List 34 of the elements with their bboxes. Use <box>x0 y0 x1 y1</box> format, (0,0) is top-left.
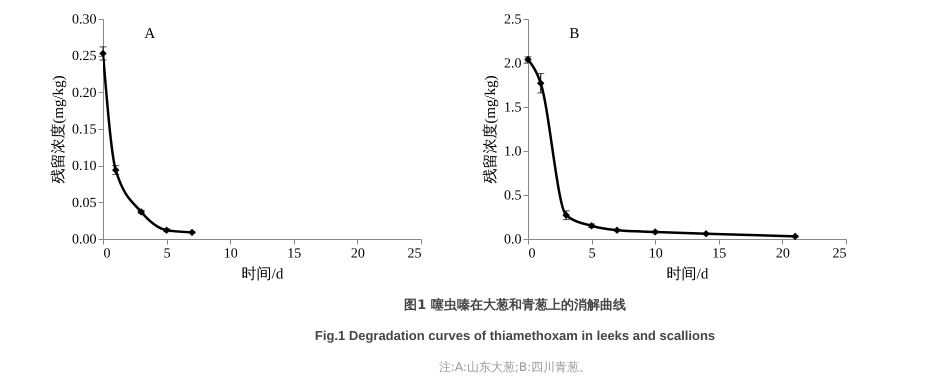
y-tick-label: 2.5 <box>504 12 522 28</box>
x-tick-label: 25 <box>832 246 846 262</box>
y-tick-label: 0.05 <box>72 196 96 211</box>
y-tick-label: 0.5 <box>504 188 522 204</box>
x-tick-label: 5 <box>164 246 171 262</box>
y-tick-label: 0.10 <box>72 159 96 174</box>
x-tick-label: 15 <box>712 246 726 262</box>
y-tick-label: 0.0 <box>504 232 522 248</box>
annotation: B <box>569 26 580 42</box>
x-tick-label: 25 <box>408 246 422 262</box>
x-tick-label: 0 <box>104 246 110 262</box>
x-tick-label: 20 <box>350 246 365 262</box>
y-tick-label: 2.0 <box>504 56 522 72</box>
x-tick-label: 10 <box>648 246 663 262</box>
y-tick-label: 0.30 <box>72 12 96 28</box>
x-tick-label: 20 <box>776 246 790 262</box>
y-tick-label: 0.25 <box>72 49 96 64</box>
x-tick-label: 15 <box>287 246 302 262</box>
text: 注:A:山东大葱;B:四川青葱。 <box>438 360 592 374</box>
y-axis-title: 残留浓度(mg/kg) <box>50 75 67 184</box>
x-tick-label: 10 <box>224 246 238 262</box>
y-tick-label: 1.5 <box>504 100 522 116</box>
x-tick-label: 0 <box>528 246 536 262</box>
y-axis-title: 残留浓度(mg/kg) <box>482 75 499 184</box>
y-tick-label: 0.15 <box>72 122 96 138</box>
x-axis-title: 时间/d <box>666 266 709 282</box>
y-tick-label: 1.0 <box>504 144 522 160</box>
annotation: A <box>144 26 156 42</box>
caption: 图1 噻虫嗪在大葱和青葱上的消解曲线 <box>404 297 626 313</box>
x-tick-label: 5 <box>588 246 596 262</box>
caption: Fig.1 Degradation curves of thiamethoxam in leeks and scallions <box>314 328 716 343</box>
y-tick-label: 0.20 <box>72 86 96 101</box>
x-axis-title: 时间/d <box>242 266 284 282</box>
y-tick-label: 0.00 <box>72 232 96 248</box>
